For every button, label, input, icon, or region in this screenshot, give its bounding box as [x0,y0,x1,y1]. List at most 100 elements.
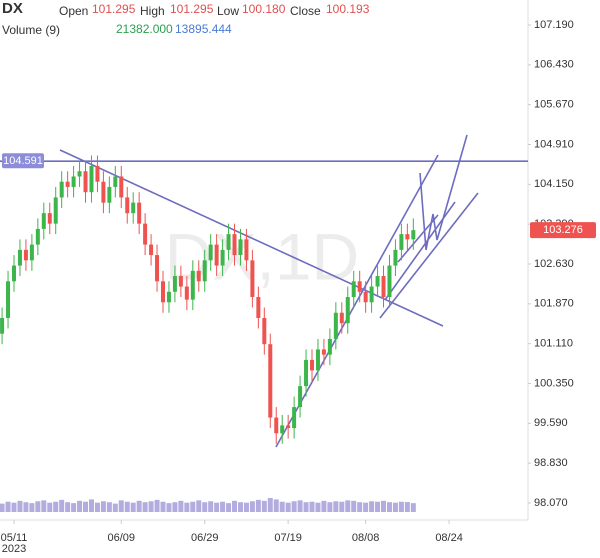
candle-body [41,213,46,229]
candle-body [17,249,22,266]
volume-bar [65,502,71,512]
volume-bar [41,500,47,512]
volume-bar [327,502,333,512]
y-tick-label: 101.110 [534,338,573,350]
volume-bar [11,502,17,512]
volume-bar [363,502,369,512]
candle-body [220,249,225,266]
candle-body [369,286,374,303]
candle-body [274,417,279,434]
trend-line [419,134,468,251]
y-tick-label: 107.190 [534,19,574,31]
candle-body [333,312,338,339]
candle-body [95,165,100,182]
symbol: DX [2,0,23,17]
candle-body [280,425,285,434]
volume-bar [339,501,345,512]
volume-bar [369,501,375,512]
candle-body [214,244,219,266]
volume-bar [59,499,65,512]
candle-body [101,181,106,203]
candle-body [399,234,404,250]
candle-body [286,425,291,429]
candle-body [166,291,171,303]
candle-body [298,386,303,408]
trend-line [379,192,479,319]
candle-body [59,181,64,198]
candle-body [381,276,386,298]
x-tick-label: 06/09 [108,532,136,544]
volume-bar [47,502,53,512]
open-label: Open [59,4,89,18]
candle-body [208,244,213,261]
candle-body [238,239,243,256]
candle-body [143,223,148,245]
candle-body [232,234,237,256]
volume-bar [273,499,279,512]
volume-bar [29,503,35,512]
candle-body [155,255,160,282]
y-tick-label: 99.590 [534,417,568,429]
candle-body [226,234,231,250]
volume-bar [130,502,136,512]
candle-body [357,281,362,292]
candle-body [172,276,177,292]
close-value: 100.193 [326,2,370,16]
volume-bar [53,501,59,512]
volume-bar [220,501,226,512]
candle-body [315,349,320,371]
volume-bar [214,502,220,512]
volume-bar [375,501,381,512]
volume-bar [5,501,11,512]
y-tick-label: 104.150 [534,178,574,190]
candle-body [113,176,118,187]
volume-bar [208,501,214,512]
trend-lines [59,134,479,448]
volume-bar [112,503,118,512]
candle-body [256,297,261,318]
y-tick-label: 100.350 [534,377,574,389]
y-tick-label: 101.870 [534,298,574,310]
candle-body [268,344,273,418]
x-tick-label: 08/08 [352,532,380,544]
candle-body [0,317,5,334]
candle-body [137,202,142,224]
volume-bar [35,501,41,512]
open-value: 101.295 [92,2,136,16]
volume-bar [190,501,196,512]
candle-body [184,286,189,300]
volume-bar [303,502,309,512]
year-label: 2023 [2,543,26,555]
volume-bar [136,500,142,512]
y-tick-label: 98.830 [534,457,568,469]
candle-body [292,407,297,429]
volume-bar [118,500,124,512]
candle-body [250,260,255,298]
candle-body [339,312,344,324]
candle-body [35,228,40,245]
volume-bar [351,500,357,512]
volume-bar [88,499,94,512]
candle-body [125,197,130,214]
volume-bar [0,503,5,512]
volume-bar [226,503,232,512]
volume-bar [285,502,291,512]
volume-bar [142,502,148,512]
volume-bar [232,500,238,512]
volume-value: 13895.444 [175,22,232,36]
volume-bar [261,500,267,512]
candle-body [47,213,52,224]
y-tick-label: 104.910 [534,138,574,150]
candle-body [304,359,309,387]
candle-body [190,270,195,300]
candle-body [161,281,165,303]
candle-body [310,359,314,371]
volume-bar [178,500,184,512]
high-value: 101.295 [170,2,214,16]
volume-bar [267,498,273,512]
price-tag-label: 103.276 [543,224,583,236]
volume-bar [291,501,297,512]
candle-body [23,249,28,261]
volume-value: 21382.000 [116,22,173,36]
